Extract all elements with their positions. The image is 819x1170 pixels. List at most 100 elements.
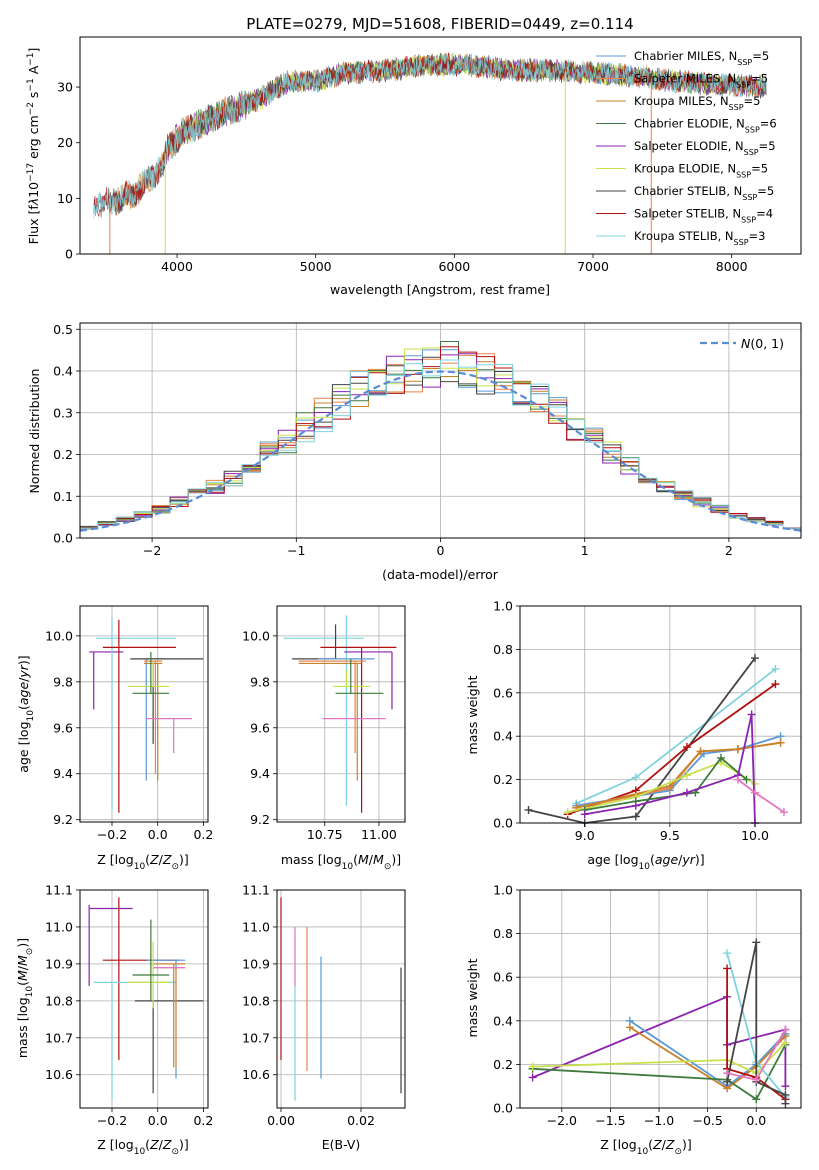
- y-tick-label: 10.8: [242, 993, 270, 1008]
- mass-weight-vs-age-xlabel: age [log10(age/yr)]: [587, 852, 704, 872]
- mass-vs-Z-panel: Z [log10(Z/Z⊙)] mass [log10(M/M⊙)] −0.2 0…: [15, 883, 213, 1158]
- mass-weight-marker: [563, 808, 572, 817]
- mass-weight-marker: [751, 779, 760, 788]
- y-tick-label: 10.9: [45, 956, 73, 971]
- y-tick-label: 0.1: [53, 489, 73, 504]
- gaussian-reference-line: [79, 370, 802, 532]
- x-tick-label: 0.0: [746, 1113, 766, 1128]
- mass-weight-marker: [781, 1099, 790, 1108]
- y-tick-label: 11.1: [242, 883, 270, 898]
- y-tick-label: 0: [65, 247, 73, 262]
- y-tick-label: 9.6: [53, 720, 73, 735]
- legend-label: Kroupa ELODIE, NSSP=5: [634, 162, 768, 180]
- y-tick-label: 0.6: [493, 685, 513, 700]
- legend-label: Salpeter STELIB, NSSP=4: [634, 207, 773, 225]
- y-tick-label: 0.0: [53, 531, 73, 546]
- mass-weight-marker: [723, 1077, 732, 1086]
- legend-label: Salpeter MILES, NSSP=5: [634, 72, 768, 90]
- mass-weight-marker: [776, 738, 785, 747]
- mass-weight-marker: [751, 654, 760, 663]
- y-tick-label: 9.2: [53, 812, 73, 827]
- y-tick-label: 30: [57, 80, 73, 95]
- legend-label: Salpeter ELODIE, NSSP=5: [634, 139, 776, 157]
- legend-label: Kroupa STELIB, NSSP=3: [634, 229, 765, 247]
- y-tick-label: 10.0: [45, 628, 73, 643]
- mass-weight-marker: [723, 949, 732, 958]
- y-tick-label: 9.4: [250, 766, 270, 781]
- x-tick-label: 0.0: [148, 1113, 168, 1128]
- mass-weight-marker: [682, 771, 691, 780]
- x-tick-label: 5000: [300, 259, 332, 274]
- y-tick-label: 1.0: [493, 883, 513, 898]
- axes-frame: [79, 605, 209, 823]
- x-tick-label: −2.0: [547, 1113, 577, 1128]
- legend-label: Chabrier MILES, NSSP=5: [634, 49, 769, 67]
- x-tick-label: −0.2: [97, 1113, 127, 1128]
- y-tick-label: 11.0: [242, 919, 270, 934]
- y-tick-label: 1.0: [493, 599, 513, 614]
- age-vs-Z-panel: Z [log10(Z/Z⊙)] age [log10(age/yr)] −0.2…: [16, 605, 213, 872]
- y-tick-label: 0.8: [493, 926, 513, 941]
- residuals-ylabel: Normed distribution: [27, 369, 42, 494]
- y-tick-label: 0.6: [493, 970, 513, 985]
- y-tick-label: 0.3: [53, 405, 73, 420]
- y-tick-label: 9.8: [250, 674, 270, 689]
- mass-weight-marker: [716, 753, 725, 762]
- legend-label: Kroupa MILES, NSSP=5: [634, 94, 760, 112]
- residual-histogram-step: [80, 359, 801, 530]
- y-tick-label: 9.2: [250, 812, 270, 827]
- y-tick-label: 11.0: [45, 919, 73, 934]
- mass-weight-marker: [779, 808, 788, 817]
- mass-vs-ebv-panel: E(B-V) 0.00 0.02 10.6 10.7 10.8 10.9 11.0 11.1: [242, 883, 406, 1152]
- mass-weight-line: [629, 1026, 787, 1090]
- mass-weight-vs-Z-xlabel: Z [log10(Z/Z⊙)]: [600, 1137, 692, 1157]
- axes-frame: [276, 889, 406, 1109]
- x-tick-label: 10.0: [741, 828, 769, 843]
- y-tick-label: 0.4: [493, 1013, 513, 1028]
- figure-title: PLATE=0279, MJD=51608, FIBERID=0449, z=0…: [246, 15, 633, 33]
- mass-weight-line: [629, 1020, 787, 1088]
- y-tick-label: 10.6: [242, 1067, 270, 1082]
- mass-weight-vs-age-ylabel: mass weight: [465, 675, 480, 754]
- mass-weight-marker: [781, 1082, 790, 1091]
- mass-weight-marker: [723, 964, 732, 973]
- y-tick-label: 0.2: [493, 1057, 513, 1072]
- y-tick-label: 10.0: [242, 628, 270, 643]
- spectrum-series-line: [93, 54, 767, 219]
- mass-weight-marker: [781, 1025, 790, 1034]
- age-vs-Z-xlabel: Z [log10(Z/Z⊙)]: [97, 852, 189, 872]
- age-vs-Z-ylabel: age [log10(age/yr)]: [16, 655, 36, 772]
- x-tick-label: 11.00: [361, 827, 397, 842]
- mass-weight-marker: [733, 775, 742, 784]
- y-tick-label: 10.7: [45, 1030, 73, 1045]
- x-tick-label: 7000: [577, 259, 609, 274]
- y-tick-label: 9.4: [53, 766, 73, 781]
- spectrum-panel: wavelength [Angstrom, rest frame] Flux […: [26, 36, 802, 297]
- mass-weight-marker: [696, 747, 705, 756]
- x-tick-label: 0.2: [193, 1113, 213, 1128]
- y-tick-label: 10.9: [242, 956, 270, 971]
- y-tick-label: 10.8: [45, 993, 73, 1008]
- x-tick-label: −1.0: [644, 1113, 674, 1128]
- mass-weight-marker: [752, 938, 761, 947]
- mass-weight-marker: [781, 1090, 790, 1099]
- x-tick-label: 0.02: [347, 1113, 375, 1128]
- y-tick-label: 10.7: [242, 1030, 270, 1045]
- x-tick-label: −0.2: [97, 827, 127, 842]
- mass-weight-line: [532, 1044, 787, 1101]
- mass-weight-marker: [771, 664, 780, 673]
- mass-weight-line: [528, 657, 756, 824]
- y-tick-label: 0.2: [493, 772, 513, 787]
- mass-weight-marker: [631, 773, 640, 782]
- y-tick-label: 0.5: [53, 322, 73, 337]
- axes-frame: [276, 605, 406, 823]
- y-tick-label: 0.0: [493, 816, 513, 831]
- x-tick-label: 0.0: [148, 827, 168, 842]
- x-tick-label: −0.5: [692, 1113, 722, 1128]
- axes-frame: [79, 36, 802, 255]
- spectrum-xlabel: wavelength [Angstrom, rest frame]: [330, 282, 550, 297]
- legend-label: Chabrier ELODIE, NSSP=6: [634, 117, 777, 135]
- mass-weight-line: [737, 778, 785, 813]
- y-tick-label: 20: [57, 135, 73, 150]
